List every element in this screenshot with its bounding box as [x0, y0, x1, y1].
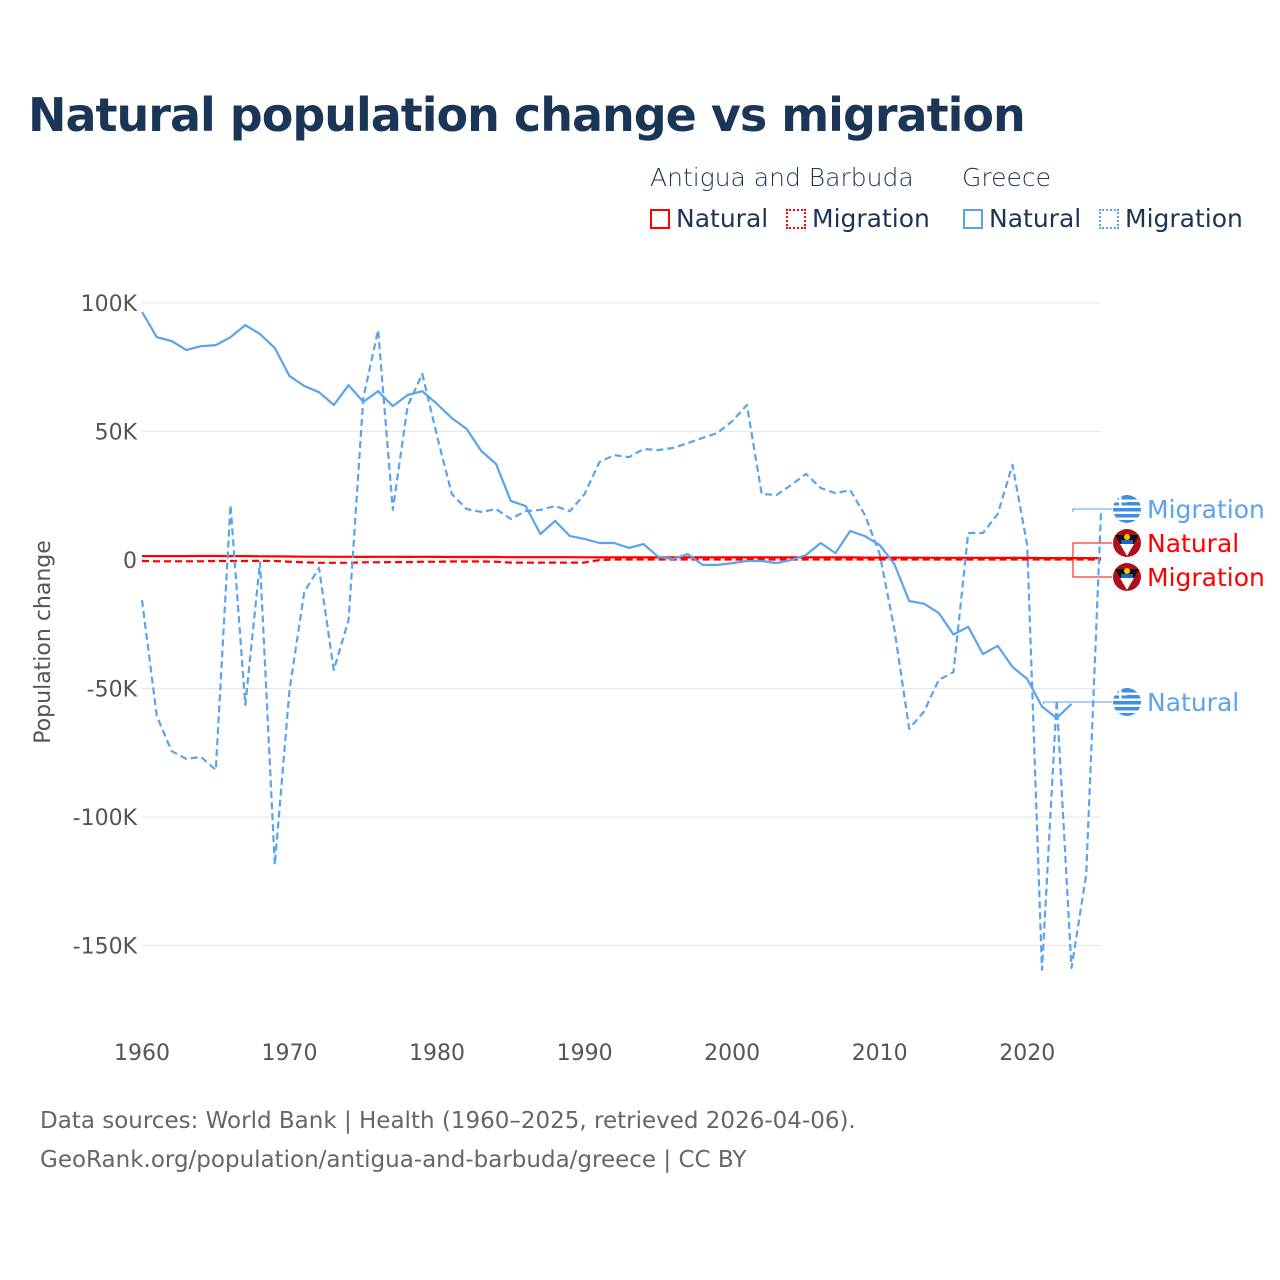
y-tick-label: 0: [123, 549, 137, 574]
legend-group-antigua: Antigua and Barbuda: [650, 163, 914, 192]
flag-stripe: [1113, 704, 1141, 707]
end-label-antigua-and-barbuda-migration: Migration: [1147, 563, 1265, 592]
greece-flag-icon: [1113, 688, 1141, 716]
label-connector: [1072, 542, 1112, 559]
flag-band: [1121, 540, 1133, 544]
legend-swatch-dotted-red: [786, 208, 806, 229]
y-tick-label: -50K: [87, 678, 138, 703]
flag-band: [1121, 574, 1133, 578]
y-tick-label: -100K: [73, 806, 138, 831]
flag-stripe: [1113, 517, 1141, 520]
greece-flag-icon: [1113, 495, 1141, 523]
x-tick-label: 2010: [852, 1041, 908, 1066]
end-label-greece-natural: Natural: [1147, 688, 1239, 717]
x-tick-label: 2000: [704, 1041, 760, 1066]
legend-swatch-dotted-blue: [1099, 208, 1119, 229]
x-tick-label: 2020: [999, 1041, 1055, 1066]
legend-label: Migration: [1125, 204, 1243, 233]
y-tick-label: -150K: [73, 935, 138, 960]
y-tick-label: 50K: [95, 421, 138, 446]
y-tick-label: 100K: [81, 292, 138, 317]
flag-cross: [1113, 693, 1127, 696]
flag-stripe: [1113, 698, 1141, 701]
legend-label: Natural: [676, 204, 769, 233]
flag-cross: [1113, 500, 1127, 503]
legend-group-greece: Greece: [962, 163, 1051, 192]
end-label-antigua-and-barbuda-natural: Natural: [1147, 529, 1239, 558]
legend-label: Migration: [812, 204, 930, 233]
y-axis-title: Population change: [31, 540, 56, 744]
label-connector: [1042, 701, 1112, 704]
series-line-antigua-and-barbuda-natural: [142, 554, 1102, 560]
x-tick-label: 1960: [114, 1041, 170, 1066]
flag-sun: [1124, 568, 1130, 574]
legend-swatch-solid-red: [650, 208, 670, 229]
legend-item-antigua-natural[interactable]: Natural: [650, 204, 768, 233]
label-connector: [1072, 508, 1112, 512]
end-label-greece-migration: Migration: [1147, 495, 1265, 524]
footer-link[interactable]: GeoRank.org/population/antigua-and-barbu…: [40, 1147, 747, 1173]
flag-triangle-white: [1120, 578, 1134, 590]
flag-stripe: [1113, 505, 1141, 508]
legend-label: Natural: [989, 204, 1082, 233]
flag-stripe: [1113, 511, 1141, 514]
flag-stripe: [1113, 710, 1141, 713]
chart-title: Natural population change vs migration: [28, 88, 1026, 142]
series-line-antigua-and-barbuda-migration: [141, 558, 1101, 564]
legend-item-antigua-migration[interactable]: Migration: [786, 204, 930, 233]
x-tick-label: 1970: [262, 1041, 318, 1066]
label-connector: [1072, 559, 1112, 578]
x-tick-label: 1990: [557, 1041, 613, 1066]
legend-item-greece-migration[interactable]: Migration: [1099, 204, 1243, 233]
flag-triangle-white: [1120, 544, 1134, 556]
legend-item-greece-natural[interactable]: Natural: [963, 204, 1081, 233]
antigua-flag-icon: [1113, 529, 1141, 557]
x-tick-label: 1980: [409, 1041, 465, 1066]
series-line-greece-migration: [140, 328, 1103, 971]
series-line-greece-natural: [141, 311, 1073, 720]
flag-sun: [1124, 534, 1130, 540]
legend-swatch-solid-blue: [963, 208, 983, 229]
antigua-flag-icon: [1113, 563, 1141, 591]
footer-sources: Data sources: World Bank | Health (1960–…: [40, 1108, 856, 1134]
